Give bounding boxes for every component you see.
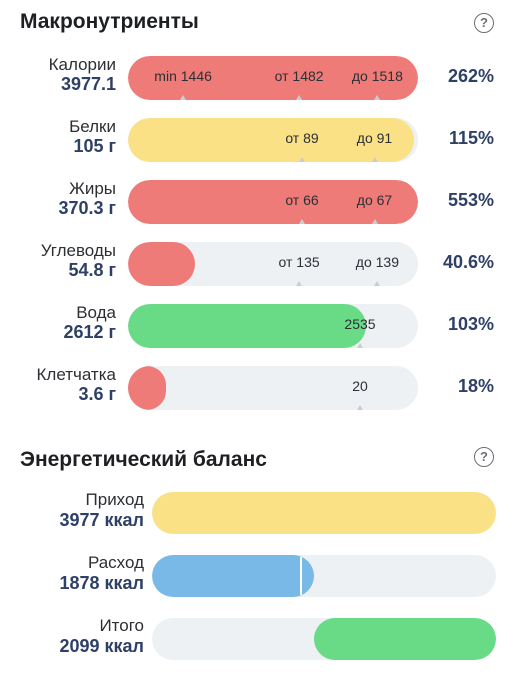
macro-value: 2612 г (63, 322, 116, 342)
macro-label: Клетчатка (36, 365, 117, 384)
macros-help-icon[interactable]: ? (474, 13, 494, 33)
energy-label: Итого (99, 616, 144, 635)
energy-value: 1878 ккал (59, 573, 144, 593)
macro-row[interactable]: Углеводы 54.8 г от 135 до 139 40.6% (0, 240, 516, 294)
macro-progress-track: от 66 до 67 (128, 180, 418, 224)
energy-progress-fill (152, 555, 314, 597)
macro-target-label: от 89 (285, 130, 319, 146)
macro-label: Белки (69, 117, 116, 136)
macro-percent: 40.6% (442, 252, 494, 272)
macro-target-label: от 66 (285, 192, 319, 208)
macro-percent: 115% (448, 128, 494, 148)
macro-target-label: от 1482 (274, 68, 324, 84)
macro-progress-track: 20 (128, 366, 418, 410)
macro-target-marker (299, 157, 305, 162)
macro-progress-track: от 89 до 91 (128, 118, 418, 162)
macro-label: Вода (76, 303, 116, 322)
macro-row[interactable]: Вода 2612 г 2535 103% (0, 302, 516, 356)
macro-row[interactable]: Жиры 370.3 г от 66 до 67 553% (0, 178, 516, 232)
macro-value: 3.6 г (78, 384, 116, 404)
macro-target-marker (180, 95, 187, 100)
macro-value: 105 г (73, 136, 116, 156)
macro-target-label: до 67 (356, 192, 393, 208)
macro-target-label: до 139 (355, 254, 399, 270)
macro-target-label: 20 (352, 378, 368, 394)
macro-row[interactable]: Калории 3977.1 min 1446 от 1482 до 1518 26… (0, 54, 516, 108)
energy-value: 2099 ккал (59, 636, 144, 656)
macro-value: 370.3 г (58, 198, 116, 218)
macro-label: Углеводы (40, 241, 116, 260)
macro-target-label: min 1446 (154, 68, 212, 84)
energy-row[interactable]: Итого 2099 ккал (0, 616, 516, 670)
macro-target-marker (374, 281, 381, 286)
macro-progress-fill (128, 56, 418, 100)
macro-target-marker (357, 405, 363, 410)
energy-progress-fill (152, 492, 496, 534)
macro-progress-track: от 135 до 139 (128, 242, 418, 286)
macro-percent: 18% (457, 376, 494, 396)
macro-target-marker (374, 95, 381, 100)
macro-progress-fill (128, 366, 166, 410)
macro-progress-fill (128, 180, 418, 224)
macro-percent: 103% (447, 314, 494, 334)
energy-help-icon[interactable]: ? (474, 447, 494, 467)
energy-progress-fill (313, 618, 496, 660)
macro-progress-track: 2535 (128, 304, 418, 348)
macro-target-marker (357, 343, 363, 348)
macro-target-marker (371, 219, 378, 224)
macros-title: Макронутриенты (20, 10, 199, 33)
macro-row[interactable]: Белки 105 г от 89 до 91 115% (0, 116, 516, 170)
macro-label: Жиры (69, 179, 116, 198)
macro-target-marker (296, 281, 303, 286)
macro-progress-fill (128, 242, 195, 286)
macro-target-marker (371, 157, 378, 162)
macro-percent: 262% (447, 66, 494, 86)
energy-title: Энергетический баланс (20, 448, 267, 471)
energy-progress-track (152, 555, 496, 597)
macro-value: 54.8 г (68, 260, 116, 280)
macro-target-label: 2535 (344, 316, 376, 332)
macro-label: Калории (48, 55, 116, 74)
energy-label: Расход (87, 553, 144, 572)
energy-value: 3977 ккал (59, 510, 144, 530)
macro-target-label: от 135 (278, 254, 320, 270)
macro-target-marker (296, 95, 303, 100)
energy-label: Приход (85, 490, 144, 509)
macro-progress-fill (128, 304, 366, 348)
macro-progress-track: min 1446 от 1482 до 1518 (128, 56, 418, 100)
macro-target-label: до 1518 (351, 68, 403, 84)
energy-row[interactable]: Приход 3977 ккал (0, 490, 516, 544)
macro-target-label: до 91 (356, 130, 393, 146)
energy-marker (299, 557, 302, 595)
macro-progress-fill (128, 118, 414, 162)
macro-percent: 553% (447, 190, 494, 210)
energy-progress-track (152, 618, 496, 660)
energy-row[interactable]: Расход 1878 ккал (0, 553, 516, 607)
macro-target-marker (299, 219, 305, 224)
energy-progress-track (152, 492, 496, 534)
macro-row[interactable]: Клетчатка 3.6 г 20 18% (0, 364, 516, 418)
macro-value: 3977.1 (60, 74, 116, 94)
